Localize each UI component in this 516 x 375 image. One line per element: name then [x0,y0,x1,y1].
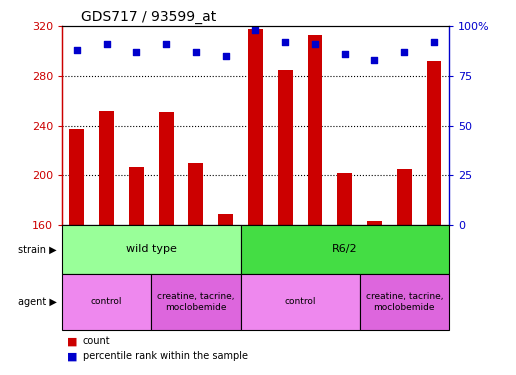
Bar [151,274,240,330]
Bar [427,61,442,225]
Point [221,53,230,59]
Bar [62,274,151,330]
Bar [337,173,352,225]
Text: strain ▶: strain ▶ [18,244,57,254]
Bar [218,214,233,225]
Text: creatine, tacrine,
moclobemide: creatine, tacrine, moclobemide [157,292,235,312]
Point [103,41,111,47]
Point [192,49,200,55]
Text: creatine, tacrine,
moclobemide: creatine, tacrine, moclobemide [365,292,443,312]
Bar [240,274,360,330]
Point [132,49,140,55]
Bar [69,129,84,225]
Text: GDS717 / 93599_at: GDS717 / 93599_at [81,10,217,24]
Bar [278,70,293,225]
Text: agent ▶: agent ▶ [18,297,57,307]
Bar [159,112,173,225]
Text: count: count [83,336,110,346]
Text: ■: ■ [67,336,77,346]
Point [251,27,260,33]
Bar [99,111,114,225]
Text: control: control [91,297,122,306]
Bar [62,225,240,274]
Bar [360,274,449,330]
Text: wild type: wild type [126,244,176,254]
Bar [397,169,412,225]
Point [281,39,289,45]
Text: R6/2: R6/2 [332,244,358,254]
Point [430,39,438,45]
Point [311,41,319,47]
Point [341,51,349,57]
Bar [308,35,322,225]
Bar [367,221,382,225]
Text: percentile rank within the sample: percentile rank within the sample [83,351,248,361]
Point [162,41,170,47]
Bar [188,163,203,225]
Point [400,49,408,55]
Point [73,47,81,53]
Text: control: control [284,297,316,306]
Text: ■: ■ [67,351,77,361]
Bar [129,166,144,225]
Bar [240,225,449,274]
Bar [248,29,263,225]
Point [370,57,379,63]
